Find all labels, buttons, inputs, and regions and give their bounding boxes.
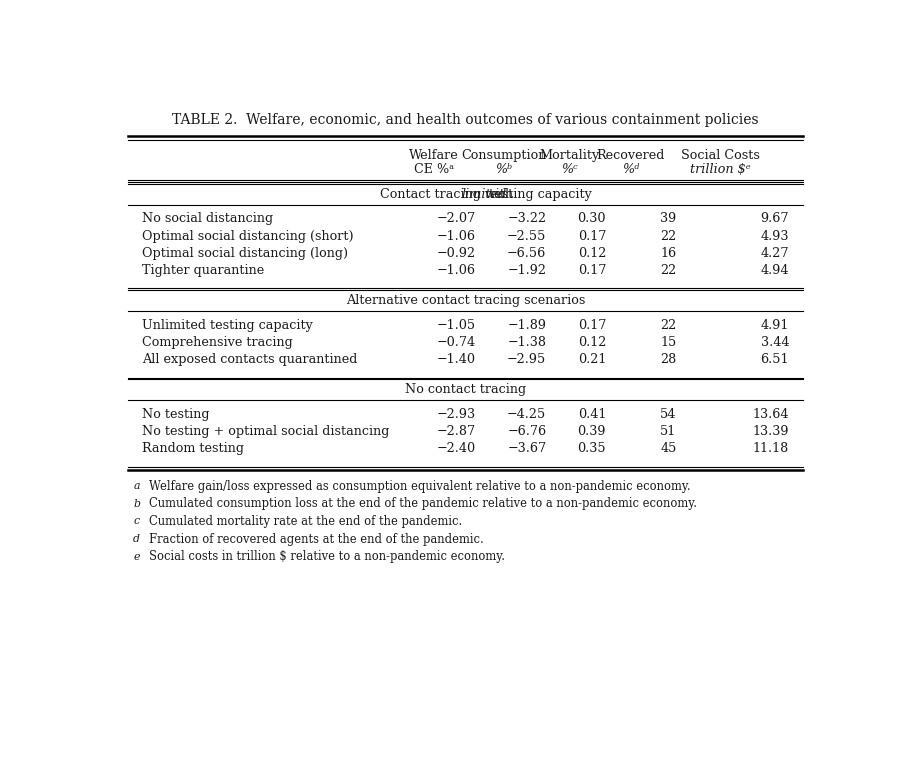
Text: b: b <box>133 499 140 509</box>
Text: 0.17: 0.17 <box>577 319 607 332</box>
Text: Recovered: Recovered <box>597 149 665 162</box>
Text: trillion $ᵉ: trillion $ᵉ <box>690 163 751 176</box>
Text: a: a <box>133 481 140 491</box>
Text: 0.12: 0.12 <box>577 336 607 349</box>
Text: 28: 28 <box>660 353 676 366</box>
Text: No testing: No testing <box>142 408 209 421</box>
Text: −6.76: −6.76 <box>508 425 547 438</box>
Text: −1.92: −1.92 <box>508 264 547 277</box>
Text: 22: 22 <box>660 264 676 277</box>
Text: Welfare: Welfare <box>409 149 459 162</box>
Text: 51: 51 <box>660 425 676 438</box>
Text: No testing + optimal social distancing: No testing + optimal social distancing <box>142 425 389 438</box>
Text: −1.06: −1.06 <box>437 230 476 243</box>
Text: 4.91: 4.91 <box>761 319 789 332</box>
Text: Tighter quarantine: Tighter quarantine <box>142 264 264 277</box>
Text: 0.17: 0.17 <box>577 230 607 243</box>
Text: −2.93: −2.93 <box>437 408 476 421</box>
Text: TABLE 2.  Welfare, economic, and health outcomes of various containment policies: TABLE 2. Welfare, economic, and health o… <box>172 113 759 126</box>
Text: Cumulated mortality rate at the end of the pandemic.: Cumulated mortality rate at the end of t… <box>149 515 462 528</box>
Text: −1.38: −1.38 <box>508 336 547 349</box>
Text: e: e <box>133 552 140 561</box>
Text: limited: limited <box>461 188 507 201</box>
Text: %ᵇ: %ᵇ <box>496 163 513 176</box>
Text: 4.27: 4.27 <box>761 247 789 260</box>
Text: 22: 22 <box>660 230 676 243</box>
Text: 13.39: 13.39 <box>753 425 789 438</box>
Text: 0.30: 0.30 <box>577 212 607 225</box>
Text: −2.55: −2.55 <box>507 230 547 243</box>
Text: %ᶜ: %ᶜ <box>561 163 577 176</box>
Text: Fraction of recovered agents at the end of the pandemic.: Fraction of recovered agents at the end … <box>149 532 483 545</box>
Text: 0.39: 0.39 <box>577 425 607 438</box>
Text: 9.67: 9.67 <box>761 212 789 225</box>
Text: Contact tracing with: Contact tracing with <box>380 188 518 201</box>
Text: Welfare gain/loss expressed as consumption equivalent relative to a non-pandemic: Welfare gain/loss expressed as consumpti… <box>149 480 690 493</box>
Text: 16: 16 <box>660 247 676 260</box>
Text: −1.06: −1.06 <box>437 264 476 277</box>
Text: Random testing: Random testing <box>142 442 243 455</box>
Text: 45: 45 <box>660 442 676 455</box>
Text: d: d <box>133 534 140 544</box>
Text: −2.07: −2.07 <box>437 212 476 225</box>
Text: Social costs in trillion $ relative to a non-pandemic economy.: Social costs in trillion $ relative to a… <box>149 550 505 563</box>
Text: 6.51: 6.51 <box>761 353 789 366</box>
Text: 22: 22 <box>660 319 676 332</box>
Text: −2.40: −2.40 <box>437 442 476 455</box>
Text: −1.89: −1.89 <box>508 319 547 332</box>
Text: −1.40: −1.40 <box>437 353 476 366</box>
Text: 11.18: 11.18 <box>753 442 789 455</box>
Text: −2.95: −2.95 <box>507 353 547 366</box>
Text: −0.74: −0.74 <box>437 336 476 349</box>
Text: 54: 54 <box>660 408 676 421</box>
Text: CE %ᵃ: CE %ᵃ <box>414 163 454 176</box>
Text: 0.17: 0.17 <box>577 264 607 277</box>
Text: Mortality: Mortality <box>539 149 599 162</box>
Text: 0.35: 0.35 <box>577 442 607 455</box>
Text: 15: 15 <box>660 336 676 349</box>
Text: testing capacity: testing capacity <box>485 188 591 201</box>
Text: 13.64: 13.64 <box>753 408 789 421</box>
Text: Cumulated consumption loss at the end of the pandemic relative to a non-pandemic: Cumulated consumption loss at the end of… <box>149 497 696 510</box>
Text: Unlimited testing capacity: Unlimited testing capacity <box>142 319 312 332</box>
Text: No social distancing: No social distancing <box>142 212 272 225</box>
Text: −1.05: −1.05 <box>437 319 476 332</box>
Text: %ᵈ: %ᵈ <box>622 163 639 176</box>
Text: −6.56: −6.56 <box>507 247 547 260</box>
Text: 39: 39 <box>660 212 676 225</box>
Text: 0.12: 0.12 <box>577 247 607 260</box>
Text: Alternative contact tracing scenarios: Alternative contact tracing scenarios <box>346 294 585 307</box>
Text: Consumption: Consumption <box>461 149 547 162</box>
Text: 4.93: 4.93 <box>761 230 789 243</box>
Text: Optimal social distancing (short): Optimal social distancing (short) <box>142 230 353 243</box>
Text: −4.25: −4.25 <box>507 408 547 421</box>
Text: −2.87: −2.87 <box>437 425 476 438</box>
Text: Optimal social distancing (long): Optimal social distancing (long) <box>142 247 348 260</box>
Text: 3.44: 3.44 <box>761 336 789 349</box>
Text: c: c <box>133 516 139 526</box>
Text: −3.22: −3.22 <box>508 212 547 225</box>
Text: 0.21: 0.21 <box>577 353 607 366</box>
Text: No contact tracing: No contact tracing <box>405 383 526 396</box>
Text: Comprehensive tracing: Comprehensive tracing <box>142 336 292 349</box>
Text: 0.41: 0.41 <box>577 408 607 421</box>
Text: Social Costs: Social Costs <box>681 149 759 162</box>
Text: 4.94: 4.94 <box>761 264 789 277</box>
Text: −0.92: −0.92 <box>437 247 476 260</box>
Text: All exposed contacts quarantined: All exposed contacts quarantined <box>142 353 357 366</box>
Text: −3.67: −3.67 <box>508 442 547 455</box>
